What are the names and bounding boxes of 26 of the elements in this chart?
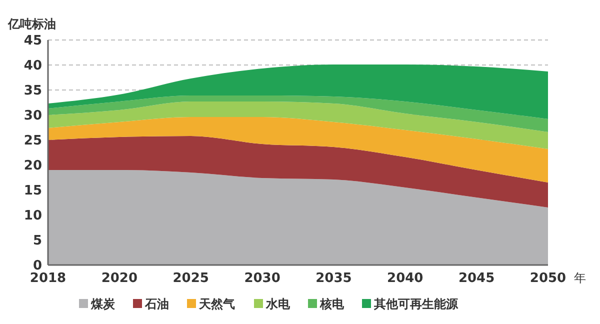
y-tick-label: 25 (24, 134, 42, 149)
x-tick-label: 2030 (244, 271, 280, 286)
y-tick-label: 45 (24, 34, 42, 49)
x-axis-title: 年 (574, 271, 586, 285)
x-tick-label: 2045 (458, 271, 495, 286)
y-tick-label: 5 (32, 234, 42, 249)
y-tick-label: 0 (32, 258, 42, 274)
y-axis-title: 亿吨标油 (7, 17, 56, 31)
y-tick-label: 20 (24, 158, 42, 174)
legend-label: 核电 (319, 297, 345, 311)
legend-label: 天然气 (198, 297, 235, 311)
x-tick-label: 2035 (316, 271, 352, 286)
legend-label: 水电 (265, 297, 291, 311)
y-tick-label: 10 (24, 208, 42, 224)
y-tick-label: 30 (24, 108, 42, 124)
x-tick-label: 2020 (101, 271, 138, 286)
legend-label: 其他可再生能源 (373, 297, 459, 311)
x-tick-label: 2018 (30, 271, 66, 286)
y-tick-label: 35 (24, 84, 42, 99)
x-tick-label: 2025 (172, 271, 209, 286)
legend-label: 煤炭 (90, 297, 116, 311)
x-tick-label: 2050 (530, 271, 566, 286)
legend-label: 石油 (144, 297, 169, 311)
y-tick-label: 15 (24, 184, 42, 199)
y-tick-label: 40 (24, 58, 42, 74)
x-tick-label: 2040 (387, 271, 424, 286)
